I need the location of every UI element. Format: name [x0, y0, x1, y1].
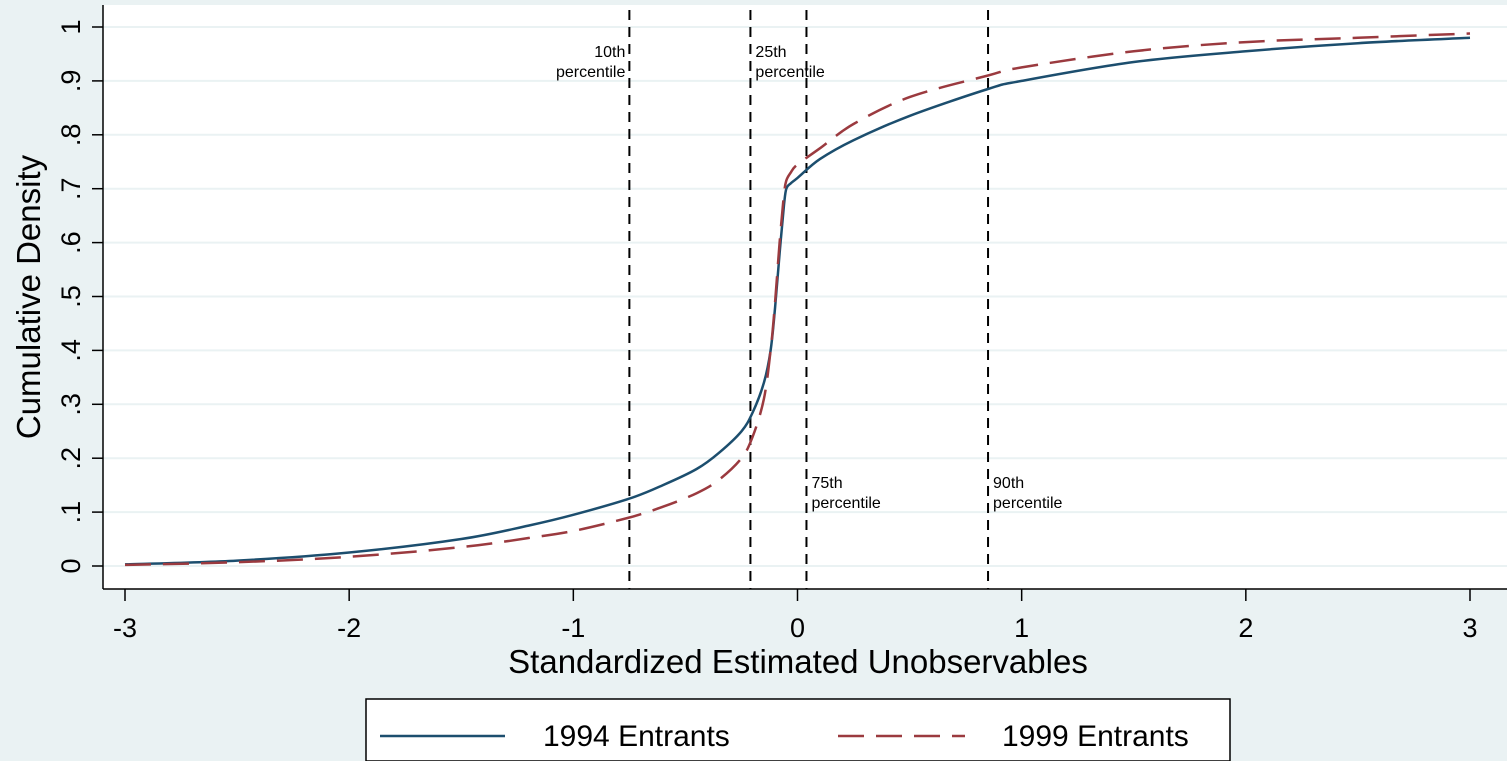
legend-box [365, 698, 1231, 761]
y-tick-label: .7 [56, 177, 86, 200]
x-tick-label: -2 [337, 613, 361, 643]
y-tick-label: .2 [56, 447, 86, 470]
y-tick-label: .4 [56, 339, 86, 362]
percentile-label: percentile [556, 64, 625, 81]
percentile-label: 10th [594, 44, 625, 61]
x-ticks: -3 -2 -1 0 1 2 3 [113, 589, 1478, 643]
percentile-label: 25th [755, 44, 786, 61]
x-axis-title: Standardized Estimated Unobservables [508, 643, 1088, 680]
legend: 1994 Entrants 1999 Entrants [365, 698, 1231, 761]
percentile-label: percentile [993, 495, 1062, 512]
y-tick-label: 1 [56, 19, 86, 34]
percentile-label: 75th [811, 475, 842, 492]
y-tick-label: .9 [56, 70, 86, 93]
y-axis-title: Cumulative Density [10, 154, 47, 439]
percentile-lines: 10th percentile 25th percentile 75th percenti… [556, 10, 1063, 589]
x-tick-label: 3 [1462, 613, 1477, 643]
percentile-label: percentile [755, 64, 824, 81]
legend-label-1999: 1999 Entrants [1002, 720, 1189, 753]
percentile-label: 90th [993, 475, 1024, 492]
percentile-label: percentile [811, 495, 880, 512]
series-line-1999 [124, 32, 1471, 567]
y-tick-label: .1 [56, 501, 86, 524]
x-tick-label: 2 [1238, 613, 1253, 643]
y-tick-label: .5 [56, 285, 86, 308]
y-tick-label: .6 [56, 231, 86, 254]
series-lines [124, 32, 1471, 567]
y-tick-label: 0 [56, 558, 86, 573]
y-tick-label: .8 [56, 124, 86, 147]
y-tick-label: .3 [56, 393, 86, 416]
legend-label-1994: 1994 Entrants [543, 720, 730, 753]
x-tick-label: -3 [113, 613, 137, 643]
y-ticks: 0 .1 .2 .3 .4 .5 .6 .7 .8 .9 1 [56, 19, 103, 574]
x-tick-label: -1 [561, 613, 585, 643]
grid-lines [103, 26, 1507, 567]
x-tick-label: 1 [1014, 613, 1029, 643]
x-tick-label: 0 [790, 613, 805, 643]
